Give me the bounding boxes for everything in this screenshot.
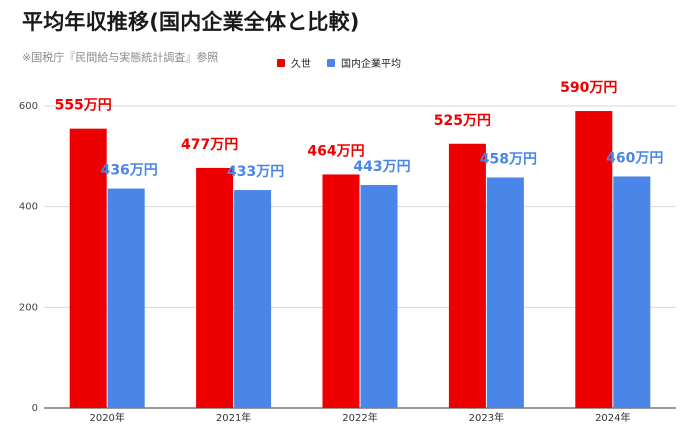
data-label-average: 433万円 [227, 164, 284, 180]
x-tick-label: 2022年 [342, 411, 377, 424]
y-tick-label: 200 [19, 302, 38, 313]
data-label-average: 443万円 [353, 159, 410, 175]
x-tick-label: 2020年 [89, 411, 124, 424]
chart-title: 平均年収推移(国内企業全体と比較) [22, 10, 360, 34]
data-label-average: 436万円 [101, 163, 158, 179]
data-label-kuse: 555万円 [55, 98, 112, 114]
chart-legend: 久世 国内企業平均 [0, 55, 700, 70]
data-label-kuse: 464万円 [307, 143, 364, 159]
data-label-kuse: 477万円 [181, 137, 238, 153]
bar-kuse [322, 174, 360, 408]
y-tick-label: 400 [19, 202, 38, 213]
y-tick-label: 600 [19, 101, 38, 112]
bar-average [107, 188, 145, 408]
bar-average [486, 177, 524, 408]
legend-label-kuse: 久世 [291, 59, 311, 70]
data-label-kuse: 525万円 [434, 113, 491, 129]
x-tick-label: 2024年 [595, 411, 630, 424]
legend-item-kuse: 久世 [277, 55, 311, 70]
x-tick-label: 2021年 [216, 411, 251, 424]
data-label-kuse: 590万円 [560, 80, 617, 96]
bar-average [360, 185, 398, 408]
legend-item-average: 国内企業平均 [327, 55, 401, 70]
bar-kuse [575, 111, 613, 409]
bar-average [613, 176, 651, 408]
bar-kuse [448, 143, 486, 408]
bar-average [234, 190, 272, 408]
bar-kuse [69, 128, 107, 408]
data-label-average: 460万円 [606, 150, 663, 166]
bar-kuse [196, 167, 234, 408]
x-tick-label: 2023年 [469, 411, 504, 424]
chart-source-note: ※国税庁『民間給与実態統計調査』参照 [22, 51, 219, 64]
legend-swatch-average [327, 58, 335, 67]
legend-swatch-kuse [277, 58, 285, 67]
data-label-average: 458万円 [480, 151, 537, 167]
y-tick-label: 0 [32, 403, 38, 414]
legend-label-average: 国内企業平均 [341, 59, 401, 70]
